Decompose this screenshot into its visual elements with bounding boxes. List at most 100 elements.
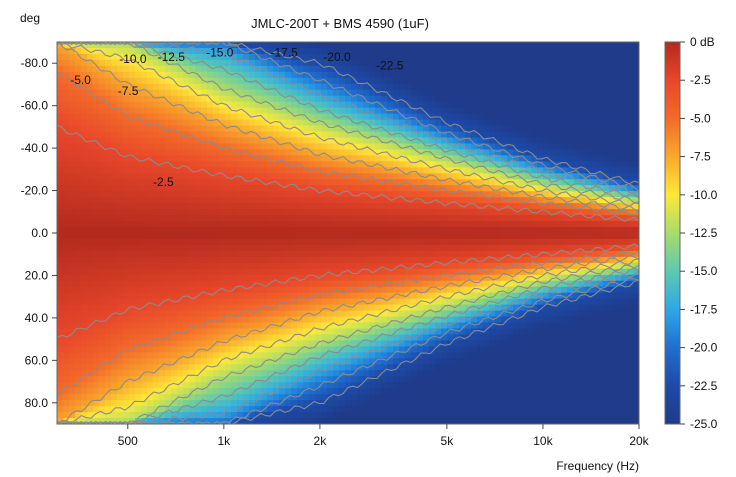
heatmap-cell [267,250,274,258]
heatmap-cell [291,113,298,121]
heatmap-cell [327,47,334,55]
heatmap-cell [357,262,364,270]
heatmap-cell [267,185,274,192]
heatmap-cell [273,161,280,168]
heatmap-cell [483,382,490,389]
heatmap-cell [201,418,208,424]
heatmap-cell [249,376,256,383]
heatmap-cell [369,191,376,198]
heatmap-cell [99,221,106,228]
heatmap-cell [315,322,322,330]
heatmap-cell [507,119,514,127]
heatmap-cell [291,161,298,168]
heatmap-cell [351,107,358,115]
heatmap-cell [471,328,478,336]
heatmap-cell [249,244,256,252]
heatmap-cell [147,95,154,103]
heatmap-cell [285,155,292,162]
heatmap-cell [501,400,508,407]
heatmap-cell [411,394,418,401]
heatmap-cell [273,71,280,79]
heatmap-cell [291,233,298,240]
heatmap-cell [363,304,370,312]
heatmap-cell [129,227,136,234]
heatmap-cell [189,394,196,401]
heatmap-cell [327,101,334,109]
heatmap-cell [429,71,436,79]
heatmap-cell [417,185,424,192]
heatmap-cell [279,215,286,222]
heatmap-cell [297,268,304,276]
heatmap-cell [513,65,520,73]
heatmap-cell [171,101,178,109]
heatmap-cell [195,274,202,282]
heatmap-cell [93,125,100,133]
heatmap-cell [447,394,454,401]
heatmap-cell [429,412,436,419]
heatmap-cell [147,322,154,330]
heatmap-cell [243,388,250,395]
heatmap-cell [279,268,286,276]
heatmap-cell [165,322,172,330]
heatmap-cell [519,328,526,336]
heatmap-cell [99,155,106,162]
heatmap-cell [189,304,196,312]
heatmap-cell [393,250,400,258]
heatmap-cell [429,215,436,222]
heatmap-cell [177,59,184,67]
heatmap-cell [231,382,238,389]
heatmap-cell [387,77,394,85]
heatmap-cell [315,215,322,222]
heatmap-cell [375,340,382,348]
heatmap-cell [141,203,148,210]
heatmap-cell [111,388,118,395]
heatmap-cell [441,256,448,264]
heatmap-cell [81,310,88,318]
heatmap-cell [459,233,466,240]
heatmap-cell [465,352,472,359]
heatmap-cell [171,304,178,312]
heatmap-cell [183,89,190,97]
heatmap-cell [147,304,154,312]
heatmap-cell [429,244,436,252]
heatmap-cell [375,59,382,67]
heatmap-cell [309,328,316,336]
heatmap-cell [99,89,106,97]
heatmap-cell [459,221,466,228]
heatmap-cell [459,53,466,61]
heatmap-cell [297,77,304,85]
heatmap-cell [447,250,454,258]
heatmap-cell [111,340,118,348]
heatmap-cell [429,394,436,401]
heatmap-cell [159,382,166,389]
heatmap-cell [519,119,526,127]
heatmap-cell [195,328,202,336]
heatmap-cell [339,227,346,234]
heatmap-cell [183,83,190,91]
heatmap-cell [69,131,76,139]
heatmap-cell [453,310,460,318]
heatmap-cell [477,280,484,288]
heatmap-cell [123,412,130,419]
heatmap-cell [195,388,202,395]
heatmap-cell [177,256,184,264]
heatmap-cell [423,310,430,318]
heatmap-cell [57,322,64,330]
heatmap-cell [159,268,166,276]
heatmap-cell [369,221,376,228]
heatmap-cell [147,209,154,216]
heatmap-cell [507,107,514,115]
heatmap-cell [93,131,100,139]
heatmap-cell [381,71,388,79]
heatmap-cell [249,382,256,389]
heatmap-cell [357,137,364,145]
heatmap-cell [519,238,526,246]
heatmap-cell [255,203,262,210]
heatmap-cell [471,322,478,330]
heatmap-cell [495,59,502,67]
heatmap-cell [477,250,484,258]
heatmap-cell [237,400,244,407]
heatmap-cell [489,53,496,61]
heatmap-cell [375,107,382,115]
heatmap-cell [153,316,160,324]
